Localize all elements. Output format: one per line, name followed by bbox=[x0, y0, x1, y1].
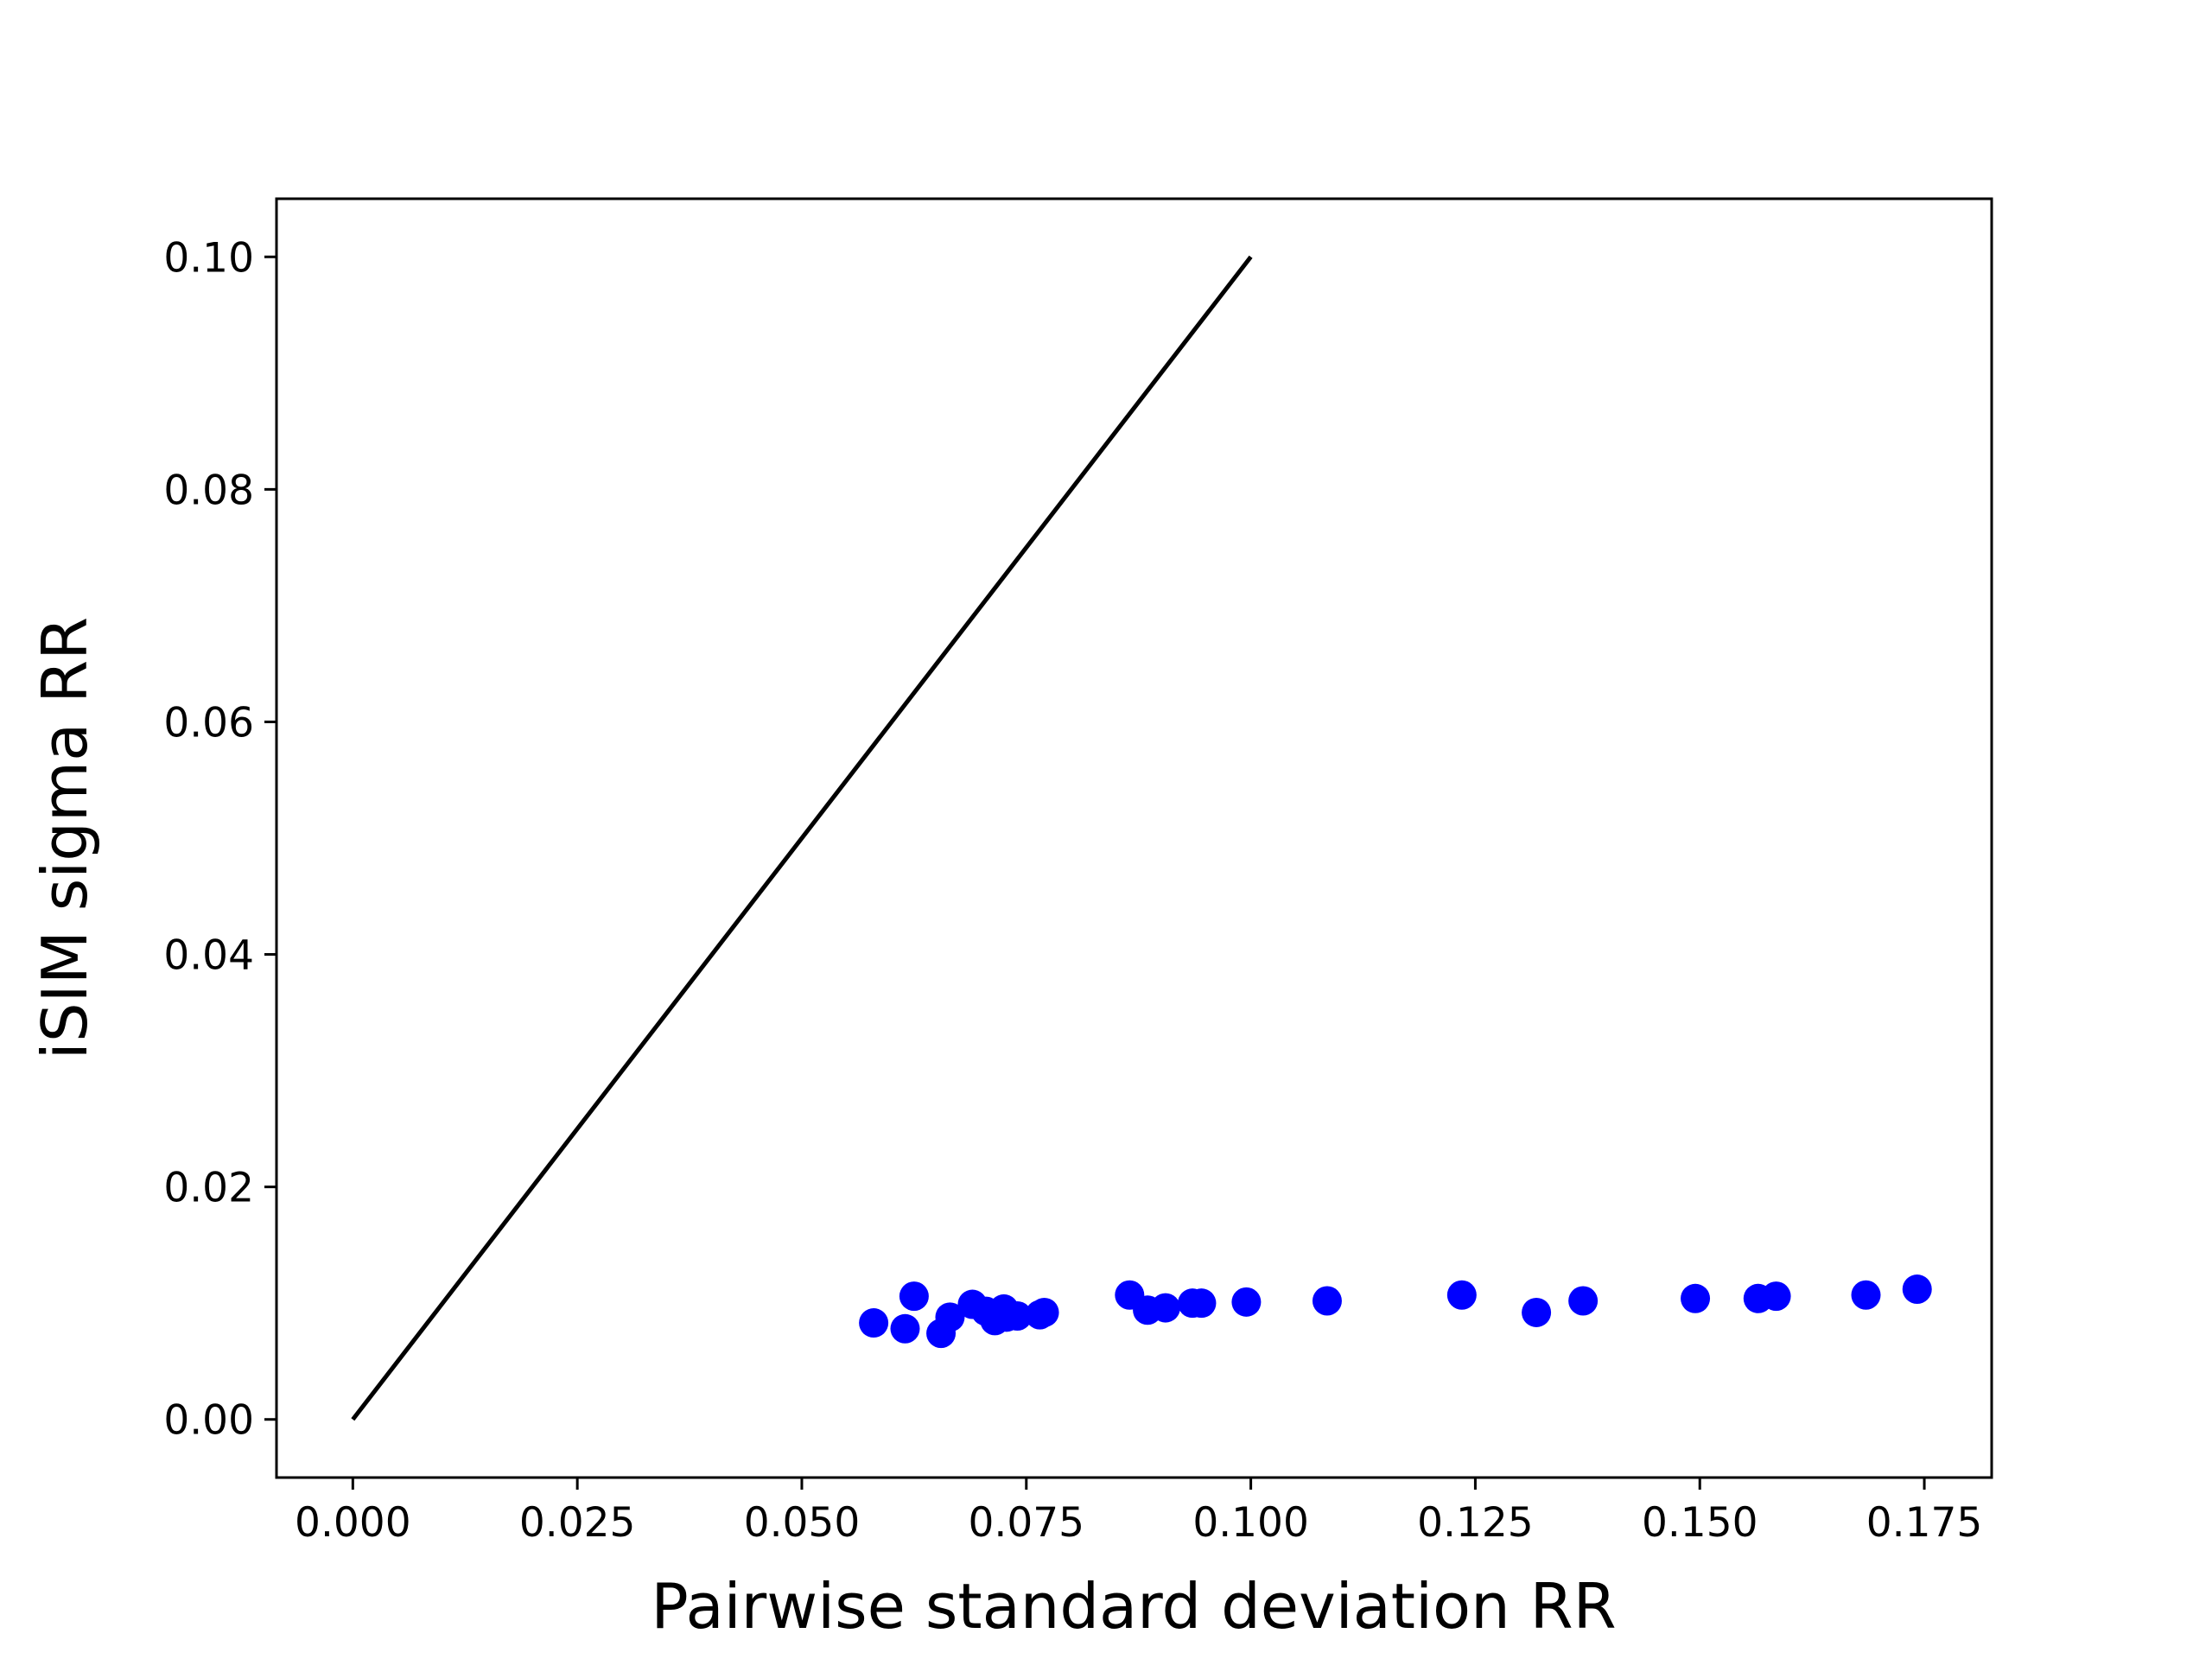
scatter-point bbox=[859, 1308, 889, 1338]
scatter-point bbox=[890, 1313, 920, 1344]
y-tick-label: 0.00 bbox=[163, 1397, 254, 1445]
scatter-point bbox=[1312, 1286, 1342, 1316]
y-axis-ticks: 0.00 0.02 0.04 0.06 0.08 0.10 bbox=[163, 234, 276, 1445]
x-tick-label: 0.100 bbox=[1192, 1499, 1309, 1547]
y-tick-label: 0.06 bbox=[163, 699, 254, 747]
scatter-point bbox=[1150, 1293, 1180, 1323]
scatter-point bbox=[1446, 1280, 1477, 1310]
y-tick-label: 0.04 bbox=[163, 932, 254, 980]
x-axis-label: Pairwise standard deviation RR bbox=[651, 1570, 1616, 1643]
scatter-point bbox=[1568, 1286, 1599, 1316]
x-tick-label: 0.000 bbox=[295, 1499, 411, 1547]
scatter-point bbox=[1851, 1280, 1881, 1310]
reference-line bbox=[351, 255, 1253, 1421]
x-tick-label: 0.150 bbox=[1642, 1499, 1758, 1547]
y-axis-label: iSIM sigma RR bbox=[29, 617, 101, 1059]
x-tick-label: 0.025 bbox=[519, 1499, 636, 1547]
plot-marks bbox=[351, 255, 1932, 1421]
x-axis-ticks: 0.000 0.025 0.050 0.075 0.100 0.125 0.150 0.175 bbox=[295, 1478, 1982, 1547]
scatter-point bbox=[1681, 1283, 1711, 1313]
scatter-point bbox=[935, 1302, 965, 1332]
scatter-point bbox=[1761, 1281, 1791, 1312]
y-tick-label: 0.08 bbox=[163, 467, 254, 514]
scatter-point bbox=[1029, 1297, 1059, 1327]
y-tick-label: 0.02 bbox=[163, 1165, 254, 1212]
plot-frame bbox=[275, 197, 1993, 1479]
x-tick-label: 0.050 bbox=[744, 1499, 861, 1547]
scatter-point bbox=[1522, 1297, 1552, 1327]
scatter-point bbox=[1231, 1287, 1262, 1317]
x-tick-label: 0.125 bbox=[1417, 1499, 1534, 1547]
scatter-point bbox=[1002, 1300, 1033, 1331]
x-tick-label: 0.075 bbox=[969, 1499, 1085, 1547]
x-tick-label: 0.175 bbox=[1866, 1499, 1983, 1547]
scatter-point bbox=[1186, 1288, 1217, 1319]
scatter-point bbox=[899, 1281, 929, 1312]
scatter-point bbox=[1902, 1274, 1932, 1305]
y-tick-label: 0.10 bbox=[163, 234, 254, 282]
